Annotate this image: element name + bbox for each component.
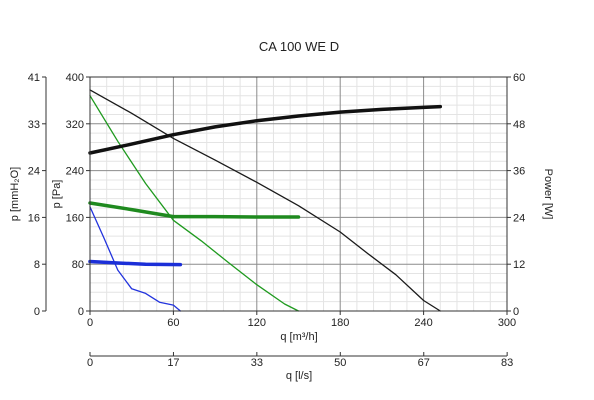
- chart-title: CA 100 WE D: [259, 39, 339, 54]
- pressure-curve-1: [89, 89, 441, 312]
- x2-tick-label: 0: [87, 357, 93, 369]
- pressure-curve-3: [89, 206, 182, 312]
- x-tick-label: 120: [248, 317, 266, 329]
- y-tick-label-mmh2o: 8: [34, 259, 40, 271]
- power-curve-6: [88, 259, 183, 267]
- y-tick-label-mmh2o: 41: [28, 72, 40, 84]
- major-gridlines: [90, 77, 507, 311]
- x2-tick-label: 50: [334, 357, 346, 369]
- power-curve-4: [88, 104, 443, 155]
- y-tick-label-power: 12: [513, 259, 525, 271]
- x2-axis-title: q [l/s]: [286, 370, 312, 382]
- y-axis-title-pa: p [Pa]: [51, 180, 63, 209]
- x2-tick-label: 67: [418, 357, 430, 369]
- y-axis-title-power: Power [W]: [542, 169, 554, 220]
- x-axis-title: q [m³/h]: [280, 331, 317, 343]
- y-tick-label-power: 0: [513, 306, 519, 318]
- series-layer: [88, 89, 443, 312]
- y-axis-title-mmh2o: p [mmH₂O]: [9, 167, 21, 221]
- y-tick-label-pa: 0: [78, 306, 84, 318]
- y-tick-label-power: 48: [513, 119, 525, 131]
- y-tick-label-power: 60: [513, 72, 525, 84]
- x2-tick-label: 17: [167, 357, 179, 369]
- y-tick-label-pa: 160: [66, 212, 84, 224]
- y-tick-label-mmh2o: 33: [28, 119, 40, 131]
- y-axis-ticks: 0 0 0 80 8 12 160 16 24 240 24 36 320 33 48 400 41 60: [28, 72, 526, 318]
- x2-tick-label: 83: [501, 357, 513, 369]
- plot-frame: [89, 76, 508, 312]
- x-tick-label: 180: [331, 317, 349, 329]
- pressure-curve-2: [89, 95, 300, 312]
- y-tick-label-mmh2o: 24: [28, 166, 40, 178]
- x-tick-label: 60: [167, 317, 179, 329]
- secondary-x-axis: 0 17 33 50 67 83: [87, 352, 513, 369]
- y-tick-label-pa: 400: [66, 72, 84, 84]
- y-tick-label-mmh2o: 0: [34, 306, 40, 318]
- x-tick-label: 0: [87, 317, 93, 329]
- x2-tick-label: 33: [251, 357, 263, 369]
- x-tick-label: 240: [414, 317, 432, 329]
- power-curve-5: [88, 201, 301, 219]
- y-tick-label-power: 24: [513, 212, 525, 224]
- y-tick-label-pa: 240: [66, 166, 84, 178]
- y-tick-label-power: 36: [513, 166, 525, 178]
- y-tick-label-pa: 80: [72, 259, 84, 271]
- minor-gridlines: [90, 77, 507, 311]
- x-tick-label: 300: [498, 317, 516, 329]
- y-tick-label-pa: 320: [66, 119, 84, 131]
- x-axis-ticks: 0 60 120 180 240 300: [87, 311, 516, 329]
- y-tick-label-mmh2o: 16: [28, 212, 40, 224]
